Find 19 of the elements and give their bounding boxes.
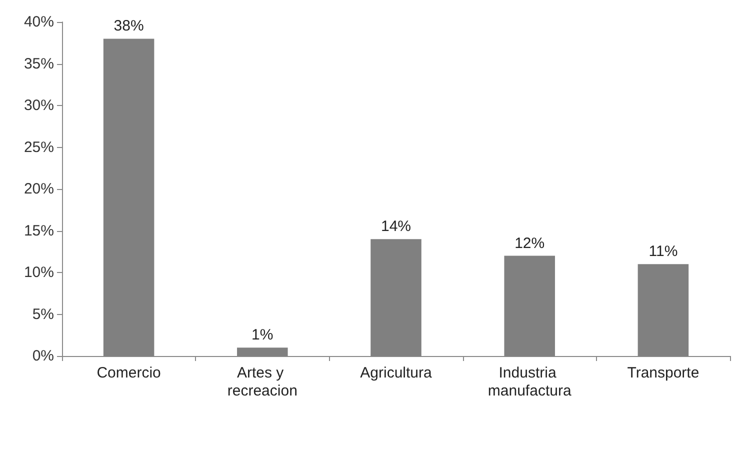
y-tick-label: 20%: [24, 180, 54, 198]
x-tick-label: Artes y recreacion: [227, 364, 298, 400]
y-tick-label: 40%: [24, 14, 54, 30]
y-tick-label: 15%: [24, 222, 54, 240]
x-tick-label: Comercio: [96, 364, 161, 382]
y-tick-label: 10%: [24, 264, 54, 281]
y-tick-label: 5%: [32, 306, 54, 323]
x-tick-label: Transporte: [627, 364, 700, 382]
y-tick-label: 0%: [32, 348, 54, 364]
data-label: 1%: [252, 326, 274, 344]
data-label: 12%: [514, 234, 545, 252]
data-label: 14%: [380, 218, 412, 236]
data-label: 38%: [114, 18, 144, 35]
y-tick-label: 25%: [24, 138, 54, 156]
y-tick-label: 35%: [24, 55, 54, 72]
data-label: 11%: [648, 243, 678, 260]
x-tick-label: Industria manufactura: [488, 364, 572, 400]
y-tick-label: 30%: [24, 97, 54, 114]
x-tick-label: Agricultura: [360, 364, 433, 382]
